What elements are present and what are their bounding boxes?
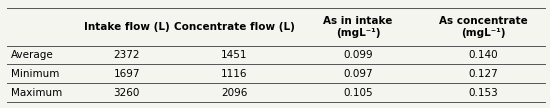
Text: Maximum: Maximum bbox=[12, 88, 63, 98]
Text: Average: Average bbox=[12, 50, 54, 60]
Text: As in intake
(mgL⁻¹): As in intake (mgL⁻¹) bbox=[323, 16, 393, 38]
Text: Minimum: Minimum bbox=[12, 69, 60, 79]
Text: 0.153: 0.153 bbox=[468, 88, 498, 98]
Text: 2096: 2096 bbox=[221, 88, 248, 98]
Text: 2372: 2372 bbox=[113, 50, 140, 60]
Text: 0.099: 0.099 bbox=[343, 50, 373, 60]
Text: 0.127: 0.127 bbox=[468, 69, 498, 79]
Text: 0.097: 0.097 bbox=[343, 69, 373, 79]
Text: Intake flow (L): Intake flow (L) bbox=[84, 22, 169, 32]
Text: Concentrate flow (L): Concentrate flow (L) bbox=[174, 22, 295, 32]
Text: As concentrate
(mgL⁻¹): As concentrate (mgL⁻¹) bbox=[439, 16, 527, 38]
Text: 0.105: 0.105 bbox=[343, 88, 373, 98]
Text: 1451: 1451 bbox=[221, 50, 248, 60]
Text: 3260: 3260 bbox=[113, 88, 140, 98]
Text: 1697: 1697 bbox=[113, 69, 140, 79]
Text: 0.140: 0.140 bbox=[468, 50, 498, 60]
Text: 1116: 1116 bbox=[221, 69, 248, 79]
